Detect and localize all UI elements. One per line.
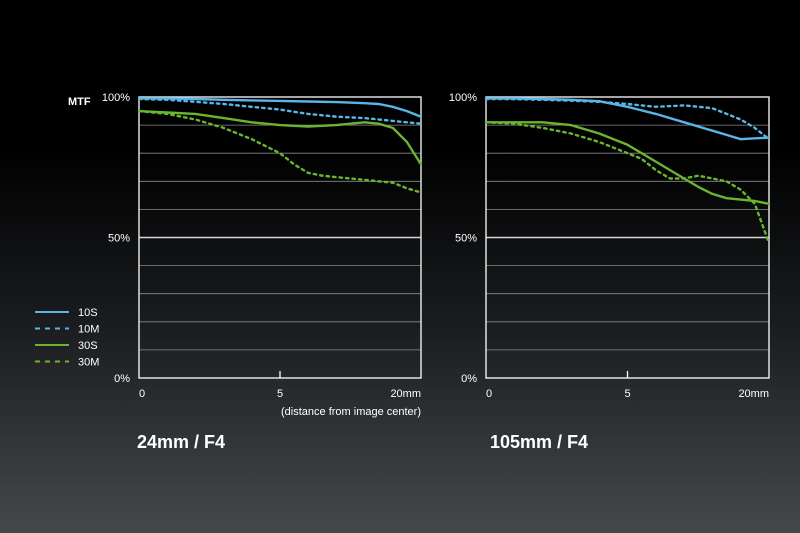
y-tick-label: 0%: [461, 373, 477, 385]
mtf-chart-105mm: 0% 50% 100% 0 5 20mm 105mm / F4: [449, 92, 771, 452]
mtf-chart-24mm: 0% 50% 100% 0 5 20mm 24mm / F4: [102, 92, 423, 452]
chart-caption: 105mm / F4: [490, 432, 588, 452]
legend-label: 30S: [78, 340, 98, 352]
chart-caption: 24mm / F4: [137, 432, 225, 452]
y-tick-label: 100%: [449, 92, 477, 104]
x-tick-label: 20mm: [390, 388, 421, 400]
y-tick-label: 50%: [455, 233, 477, 245]
x-tick-label: 5: [277, 388, 283, 400]
series-line-10s: [484, 97, 771, 141]
y-tick-label: 0%: [114, 373, 130, 385]
legend-label: 30M: [78, 357, 99, 369]
series-line-10m: [484, 97, 771, 141]
legend-label: 10M: [78, 324, 99, 336]
series-line-30s: [137, 109, 423, 166]
series-line-10s: [137, 97, 423, 118]
mtf-label: MTF: [68, 96, 91, 108]
x-tick-label: 5: [624, 388, 630, 400]
series-line-10m: [137, 97, 423, 125]
legend-label: 10S: [78, 307, 98, 319]
x-tick-label: 0: [486, 388, 492, 400]
series-line-30m: [137, 109, 423, 194]
distance-note: (distance from image center): [281, 406, 421, 418]
y-tick-label: 100%: [102, 92, 130, 104]
legend: 10S 10M 30S 30M: [35, 307, 99, 369]
series-line-30m: [484, 121, 771, 245]
y-tick-label: 50%: [108, 233, 130, 245]
x-tick-label: 0: [139, 388, 145, 400]
x-tick-label: 20mm: [738, 388, 769, 400]
series-line-30s: [484, 121, 771, 206]
